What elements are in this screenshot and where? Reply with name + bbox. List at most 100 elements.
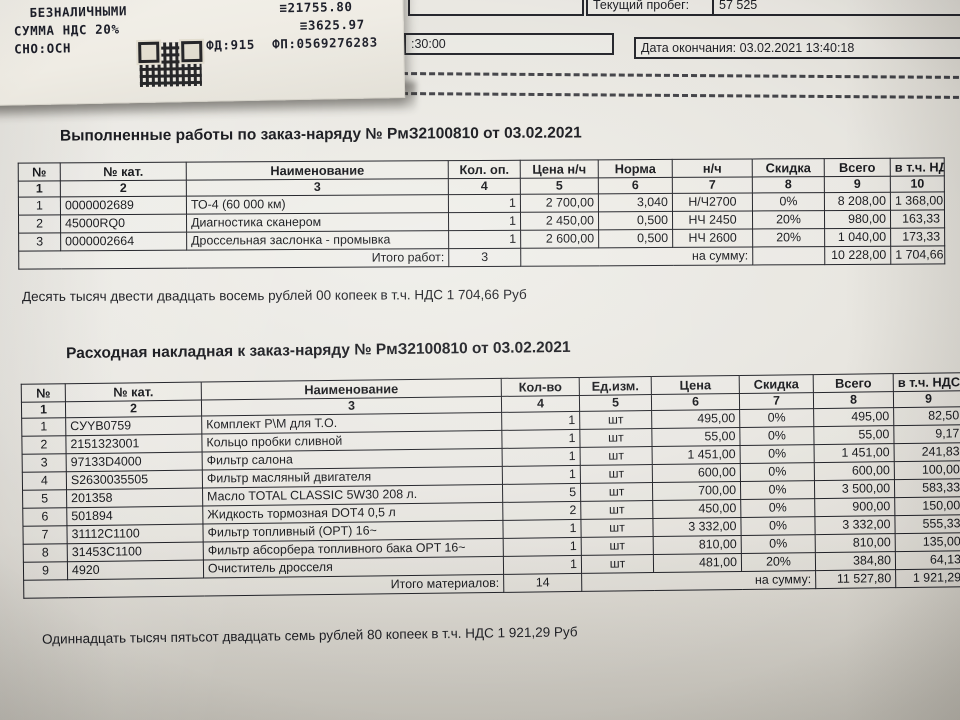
works-col-nch: н/ч <box>672 158 753 178</box>
works-row-1-vat: 163,33 <box>890 209 945 229</box>
works-row-2-cat: 0000002664 <box>60 232 187 251</box>
materials-row-8-price: 481,00 <box>653 553 742 573</box>
materials-row-3-qty: 1 <box>502 465 581 485</box>
materials-row-4-vat: 583,33 <box>894 478 960 498</box>
materials-row-8-vat: 64,13 <box>895 550 960 570</box>
materials-row-0-qty: 1 <box>501 411 580 431</box>
materials-row-6-discount: 0% <box>740 516 816 536</box>
materials-colnum-2: 2 <box>65 400 202 418</box>
materials-row-0-price: 495,00 <box>651 409 740 429</box>
materials-colnum-5: 5 <box>579 394 652 412</box>
materials-row-2-cat: 97133D4000 <box>66 452 203 472</box>
works-row-1-name: Диагностика сканером <box>186 212 449 233</box>
materials-row-5-discount: 0% <box>740 498 815 518</box>
works-col-discount: Скидка <box>752 158 825 177</box>
materials-total-qty: 14 <box>503 573 582 593</box>
works-row-2-nch: НЧ 2600 <box>672 228 753 248</box>
materials-colnum-8: 8 <box>813 391 894 409</box>
materials-row-8-cat: 4920 <box>67 560 204 580</box>
receipt-line-2-label: БЕЗНАЛИЧНЫМИ <box>29 3 128 21</box>
materials-row-3-vat: 100,00 <box>894 460 960 480</box>
materials-row-7-price: 810,00 <box>653 535 742 555</box>
works-row-1-discount: 20% <box>752 210 825 229</box>
materials-row-6-cat: 31112C1100 <box>66 524 204 544</box>
works-colnum-5: 5 <box>520 177 599 195</box>
receipt-line-2-value: ≡21755.80 <box>279 0 353 16</box>
materials-table: № № кат. Наименование Кол-во Ед.изм. Цен… <box>20 372 960 599</box>
works-col-price: Цена н/ч <box>520 159 599 179</box>
time-fragment-value: :30:00 <box>411 37 446 51</box>
works-total-label: Итого работ: <box>18 248 449 270</box>
works-row-2-qty: 1 <box>448 230 521 249</box>
materials-row-6-unit: шт <box>580 518 654 538</box>
materials-colnum-4: 4 <box>501 395 580 413</box>
materials-row-0-total: 495,00 <box>813 407 894 427</box>
materials-row-7-unit: шт <box>581 536 654 556</box>
materials-row-4-unit: шт <box>580 482 653 502</box>
works-row-1-norm: 0,500 <box>598 211 673 230</box>
works-colnum-10: 10 <box>890 175 945 193</box>
receipt-fd: ФД:915 <box>206 36 256 53</box>
materials-col-total: Всего <box>813 373 894 393</box>
materials-row-1-vat: 9,17 <box>893 424 960 444</box>
works-colnum-6: 6 <box>598 177 673 194</box>
materials-row-8-no: 9 <box>23 561 68 581</box>
materials-row-1-unit: шт <box>579 428 653 448</box>
materials-row-2-vat: 241,83 <box>894 442 960 462</box>
materials-row-2-no: 3 <box>22 453 67 473</box>
works-row-0-cat: 0000002689 <box>60 196 187 215</box>
works-row-0-no: 1 <box>18 196 61 216</box>
materials-row-7-no: 8 <box>23 543 68 563</box>
works-row-0-price: 2 700,00 <box>520 193 599 213</box>
materials-row-2-total: 1 451,00 <box>814 443 895 463</box>
materials-row-0-cat: CУYB0759 <box>65 416 202 436</box>
materials-total-amount: 11 527,80 <box>815 569 896 589</box>
materials-total-vat: 1 921,29 <box>895 568 960 588</box>
materials-row-7-cat: 31453C1100 <box>67 542 204 562</box>
materials-row-7-total: 810,00 <box>815 533 896 553</box>
materials-row-2-price: 1 451,00 <box>652 445 741 465</box>
materials-row-0-unit: шт <box>579 410 652 430</box>
materials-row-8-discount: 20% <box>741 552 816 572</box>
works-colnum-9: 9 <box>824 176 891 193</box>
works-col-cat: № кат. <box>60 162 187 181</box>
field-left-top <box>408 0 584 16</box>
works-row-0-discount: 0% <box>752 192 825 211</box>
works-row-2-price: 2 600,00 <box>520 229 599 249</box>
works-colnum-3: 3 <box>186 178 449 197</box>
works-title: Выполненные работы по заказ-наряду № РмЗ… <box>59 124 582 145</box>
materials-row-2-unit: шт <box>580 446 653 466</box>
materials-row-5-cat: 501894 <box>66 506 203 526</box>
materials-row-7-qty: 1 <box>503 537 582 557</box>
works-col-vat: в т.ч. НДС <box>890 157 945 177</box>
materials-row-5-total: 900,00 <box>814 497 895 517</box>
materials-col-no: № <box>21 383 66 403</box>
materials-row-2-discount: 0% <box>740 444 815 464</box>
materials-row-8-unit: шт <box>581 554 654 574</box>
materials-row-5-price: 450,00 <box>652 499 741 519</box>
materials-row-0-discount: 0% <box>739 408 814 428</box>
works-col-qty: Кол. оп. <box>448 160 521 179</box>
materials-row-1-cat: 2151323001 <box>65 434 203 454</box>
works-row-0-total: 8 208,00 <box>824 192 891 211</box>
materials-row-6-vat: 555,33 <box>894 514 960 534</box>
materials-row-3-cat: S2630035505 <box>66 470 203 490</box>
end-date-value: Дата окончания: 03.02.2021 13:40:18 <box>641 41 855 55</box>
works-col-name: Наименование <box>186 160 449 181</box>
works-total-qty: 3 <box>448 248 521 267</box>
materials-row-1-total: 55,00 <box>813 425 895 445</box>
materials-col-cat: № кат. <box>65 382 202 402</box>
works-row-0-name: ТО-4 (60 000 км) <box>186 194 449 215</box>
materials-row-6-qty: 1 <box>502 519 582 539</box>
materials-row-4-no: 5 <box>22 489 67 509</box>
materials-row-4-total: 3 500,00 <box>814 479 895 499</box>
materials-colnum-1: 1 <box>21 401 66 419</box>
works-colnum-7: 7 <box>672 176 753 194</box>
materials-row-1-price: 55,00 <box>651 427 741 447</box>
materials-row-0-no: 1 <box>21 417 66 437</box>
works-row-1-nch: НЧ 2450 <box>672 210 753 230</box>
field-time-fragment: :30:00 <box>404 33 614 55</box>
materials-row-7-vat: 135,00 <box>895 532 960 552</box>
materials-col-vat: в т.ч. НДС <box>893 372 960 392</box>
materials-row-5-vat: 150,00 <box>894 496 960 516</box>
